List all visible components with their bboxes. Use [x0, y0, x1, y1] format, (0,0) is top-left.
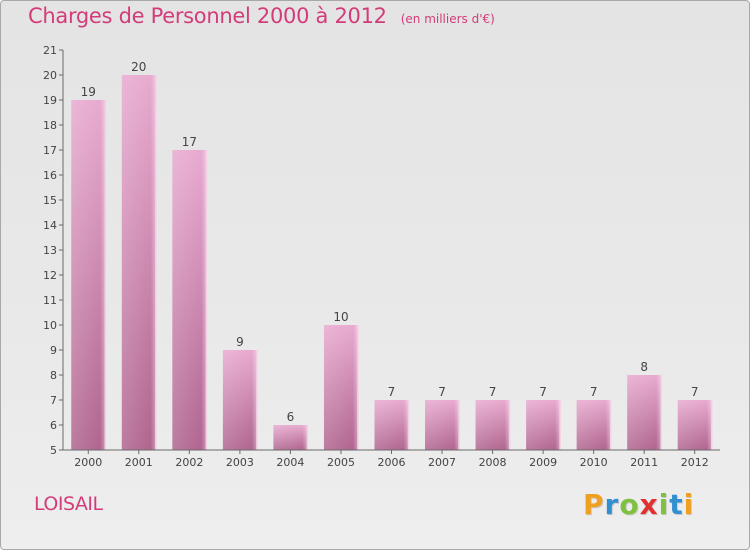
x-tick-label: 2010 [580, 456, 608, 469]
x-tick-label: 2008 [479, 456, 507, 469]
bar-shine [273, 425, 308, 450]
y-tick-label: 18 [43, 119, 57, 132]
y-tick-label: 10 [43, 319, 57, 332]
chart-title-block: Charges de Personnel 2000 à 2012 (en mill… [28, 4, 495, 28]
y-tick-label: 14 [43, 219, 57, 232]
bar-shine [526, 400, 561, 450]
bar-shine [374, 400, 409, 450]
commune-name: LOISAIL [34, 493, 103, 515]
x-tick-label: 2012 [681, 456, 709, 469]
bar-2009: 7 [526, 385, 561, 450]
y-axis: 5 6 7 8 9 10 11 12 13 14 15 16 17 18 19 20 21 [43, 44, 64, 457]
x-tick-label: 2002 [175, 456, 203, 469]
bar-2007: 7 [425, 385, 460, 450]
bar-2012: 7 [677, 385, 713, 450]
data-label: 8 [640, 360, 648, 374]
data-label: 6 [287, 410, 295, 424]
x-tick-label: 2000 [74, 456, 102, 469]
data-label: 7 [691, 385, 699, 399]
bar-2000: 19 [71, 85, 107, 450]
bar-shine [627, 375, 662, 450]
chart-title: Charges de Personnel 2000 à 2012 [28, 4, 387, 28]
logo-letter: x [639, 488, 659, 521]
bar-2011: 8 [627, 360, 662, 450]
y-tick-label: 6 [50, 419, 57, 432]
y-tick-label: 13 [43, 244, 57, 257]
proxiti-logo: Proxiti [583, 488, 694, 521]
y-tick-label: 11 [43, 294, 57, 307]
y-tick-label: 15 [43, 194, 57, 207]
x-axis: 2000 2001 2002 2003 2004 2005 2006 2007 2008 2009… [63, 449, 720, 469]
x-tick-label: 2009 [529, 456, 557, 469]
x-tick-label: 2001 [125, 456, 153, 469]
logo-letter: o [619, 488, 640, 521]
y-tick-label: 7 [50, 394, 57, 407]
bar-shine [172, 150, 207, 450]
x-tick-label: 2005 [327, 456, 355, 469]
bar-2001: 20 [121, 60, 157, 450]
data-label: 7 [388, 385, 396, 399]
bar-shine [677, 400, 712, 450]
data-label: 7 [438, 385, 446, 399]
logo-letter: r [604, 488, 620, 521]
bar-2008: 7 [475, 385, 511, 450]
bar-shine [71, 100, 106, 450]
bar-2005: 10 [323, 310, 359, 450]
y-tick-label: 8 [50, 369, 57, 382]
bar-shine [425, 400, 460, 450]
y-tick-label: 20 [43, 69, 57, 82]
y-tick-label: 19 [43, 94, 57, 107]
data-label: 17 [182, 135, 197, 149]
x-tick-label: 2011 [630, 456, 658, 469]
data-label: 20 [131, 60, 146, 74]
x-tick-label: 2004 [276, 456, 304, 469]
y-tick-label: 21 [43, 44, 57, 57]
bar-shine [323, 325, 358, 450]
bar-2003: 9 [222, 335, 258, 450]
logo-letter: P [583, 488, 605, 521]
y-tick-label: 16 [43, 169, 57, 182]
bar-2004: 6 [273, 410, 309, 450]
y-tick-label: 9 [50, 344, 57, 357]
y-tick-label: 12 [43, 269, 57, 282]
x-tick-label: 2006 [378, 456, 406, 469]
bar-shine [576, 400, 611, 450]
y-tick-label: 17 [43, 144, 57, 157]
data-label: 9 [236, 335, 244, 349]
bar-shine [121, 75, 156, 450]
bar-2010: 7 [576, 385, 612, 450]
x-tick-label: 2003 [226, 456, 254, 469]
chart-subtitle: (en milliers d'€) [400, 12, 495, 26]
bars-group: 19 20 17 9 6 10 7 7 7 7 7 8 7 [71, 60, 713, 450]
x-tick-label: 2007 [428, 456, 456, 469]
bar-2002: 17 [172, 135, 208, 450]
data-label: 10 [333, 310, 348, 324]
data-label: 7 [590, 385, 598, 399]
bar-shine [475, 400, 510, 450]
logo-letter: t [669, 488, 684, 521]
data-label: 7 [539, 385, 547, 399]
bar-shine [222, 350, 257, 450]
data-label: 19 [81, 85, 96, 99]
logo-letter: i [683, 488, 695, 521]
bar-2006: 7 [374, 385, 410, 450]
data-label: 7 [489, 385, 497, 399]
logo-letter: i [658, 488, 670, 521]
y-tick-label: 5 [50, 444, 57, 457]
